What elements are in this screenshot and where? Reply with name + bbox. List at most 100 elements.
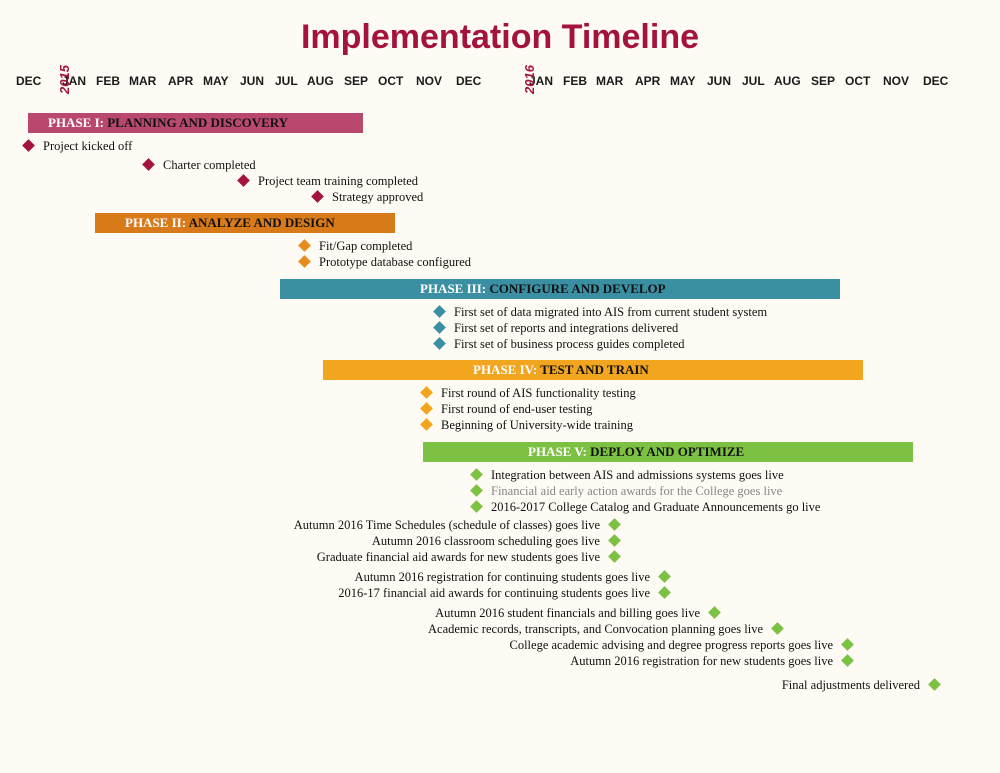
month-label: MAR xyxy=(596,74,623,88)
diamond-icon xyxy=(298,255,311,268)
milestone-label: 2016-2017 College Catalog and Graduate A… xyxy=(491,500,820,514)
month-label: SEP xyxy=(811,74,835,88)
month-label: NOV xyxy=(883,74,909,88)
diamond-icon xyxy=(841,654,854,667)
month-label: JUL xyxy=(742,74,765,88)
phase-name: PLANNING AND DISCOVERY xyxy=(107,115,288,130)
milestone: 2016-17 financial aid awards for continu… xyxy=(338,586,650,601)
milestone-label: Fit/Gap completed xyxy=(319,239,412,253)
milestone-label: Strategy approved xyxy=(332,190,423,204)
milestone: First round of end-user testing xyxy=(441,402,592,417)
diamond-icon xyxy=(433,321,446,334)
milestone-label: Autumn 2016 student financials and billi… xyxy=(435,606,700,620)
month-label: DEC xyxy=(16,74,41,88)
diamond-icon xyxy=(420,418,433,431)
milestone-label: Prototype database configured xyxy=(319,255,471,269)
month-label: NOV xyxy=(416,74,442,88)
milestone: Project kicked off xyxy=(43,139,132,154)
milestone: College academic advising and degree pro… xyxy=(510,638,834,653)
diamond-icon xyxy=(22,139,35,152)
month-label: OCT xyxy=(845,74,870,88)
year-label: 2015 xyxy=(57,65,72,94)
diamond-icon xyxy=(470,500,483,513)
month-label: OCT xyxy=(378,74,403,88)
page-title: Implementation Timeline xyxy=(0,0,1000,57)
phase-label: PHASE III: xyxy=(420,281,489,296)
milestone: Beginning of University-wide training xyxy=(441,418,633,433)
phase-label: PHASE V: xyxy=(528,444,590,459)
milestone-label: Beginning of University-wide training xyxy=(441,418,633,432)
month-label: AUG xyxy=(774,74,801,88)
milestone: Academic records, transcripts, and Convo… xyxy=(428,622,763,637)
milestone-label: Project kicked off xyxy=(43,139,132,153)
diamond-icon xyxy=(708,606,721,619)
milestone: First set of reports and integrations de… xyxy=(454,321,678,336)
phase-name: CONFIGURE AND DEVELOP xyxy=(489,281,665,296)
milestone-label: First round of end-user testing xyxy=(441,402,592,416)
phase-label: PHASE I: xyxy=(48,115,107,130)
month-label: JUN xyxy=(240,74,264,88)
diamond-icon xyxy=(298,239,311,252)
phase-name: ANALYZE AND DESIGN xyxy=(189,215,335,230)
milestone: First round of AIS functionality testing xyxy=(441,386,636,401)
milestone-label: Graduate financial aid awards for new st… xyxy=(317,550,600,564)
milestone-label: 2016-17 financial aid awards for continu… xyxy=(338,586,650,600)
diamond-icon xyxy=(433,305,446,318)
milestone-label: Autumn 2016 classroom scheduling goes li… xyxy=(372,534,600,548)
phase-bar: PHASE V: DEPLOY AND OPTIMIZE xyxy=(423,442,913,462)
milestone-label: Autumn 2016 registration for new student… xyxy=(570,654,833,668)
phase-bar: PHASE I: PLANNING AND DISCOVERY xyxy=(28,113,363,133)
month-label: DEC xyxy=(456,74,481,88)
diamond-icon xyxy=(841,638,854,651)
diamond-icon xyxy=(771,622,784,635)
milestone: 2016-2017 College Catalog and Graduate A… xyxy=(491,500,820,515)
month-label: MAR xyxy=(129,74,156,88)
diamond-icon xyxy=(420,386,433,399)
milestone-label: First round of AIS functionality testing xyxy=(441,386,636,400)
month-label: SEP xyxy=(344,74,368,88)
month-label: FEB xyxy=(563,74,587,88)
milestone-label: First set of data migrated into AIS from… xyxy=(454,305,767,319)
milestone-label: First set of reports and integrations de… xyxy=(454,321,678,335)
milestone-label: First set of business process guides com… xyxy=(454,337,685,351)
milestone-label: Project team training completed xyxy=(258,174,418,188)
milestone: Project team training completed xyxy=(258,174,418,189)
month-label: AUG xyxy=(307,74,334,88)
milestone: Graduate financial aid awards for new st… xyxy=(317,550,600,565)
milestone-label: Integration between AIS and admissions s… xyxy=(491,468,784,482)
milestone: Prototype database configured xyxy=(319,255,471,270)
milestone: Autumn 2016 classroom scheduling goes li… xyxy=(372,534,600,549)
phase-bar: PHASE III: CONFIGURE AND DEVELOP xyxy=(280,279,840,299)
milestone-label: Autumn 2016 Time Schedules (schedule of … xyxy=(294,518,600,532)
milestone: First set of business process guides com… xyxy=(454,337,685,352)
milestone: Autumn 2016 Time Schedules (schedule of … xyxy=(294,518,600,533)
diamond-icon xyxy=(142,158,155,171)
diamond-icon xyxy=(237,174,250,187)
month-label: JUN xyxy=(707,74,731,88)
diamond-icon xyxy=(608,518,621,531)
month-label: JUL xyxy=(275,74,298,88)
milestone-label: Financial aid early action awards for th… xyxy=(491,484,782,498)
phase-label: PHASE II: xyxy=(125,215,189,230)
diamond-icon xyxy=(420,402,433,415)
milestone: Autumn 2016 registration for new student… xyxy=(570,654,833,669)
phase-name: DEPLOY AND OPTIMIZE xyxy=(590,444,744,459)
milestone: Autumn 2016 registration for continuing … xyxy=(355,570,650,585)
milestone: Integration between AIS and admissions s… xyxy=(491,468,784,483)
diamond-icon xyxy=(470,484,483,497)
year-label: 2016 xyxy=(522,65,537,94)
month-label: FEB xyxy=(96,74,120,88)
diamond-icon xyxy=(608,534,621,547)
phase-bar: PHASE II: ANALYZE AND DESIGN xyxy=(95,213,395,233)
milestone: Final adjustments delivered xyxy=(782,678,920,693)
milestone: Autumn 2016 student financials and billi… xyxy=(435,606,700,621)
month-label: MAY xyxy=(670,74,696,88)
diamond-icon xyxy=(311,190,324,203)
month-label: APR xyxy=(635,74,660,88)
diamond-icon xyxy=(658,570,671,583)
milestone-label: Autumn 2016 registration for continuing … xyxy=(355,570,650,584)
milestone: Fit/Gap completed xyxy=(319,239,412,254)
phase-name: TEST AND TRAIN xyxy=(540,362,649,377)
diamond-icon xyxy=(928,678,941,691)
milestone: Financial aid early action awards for th… xyxy=(491,484,782,499)
